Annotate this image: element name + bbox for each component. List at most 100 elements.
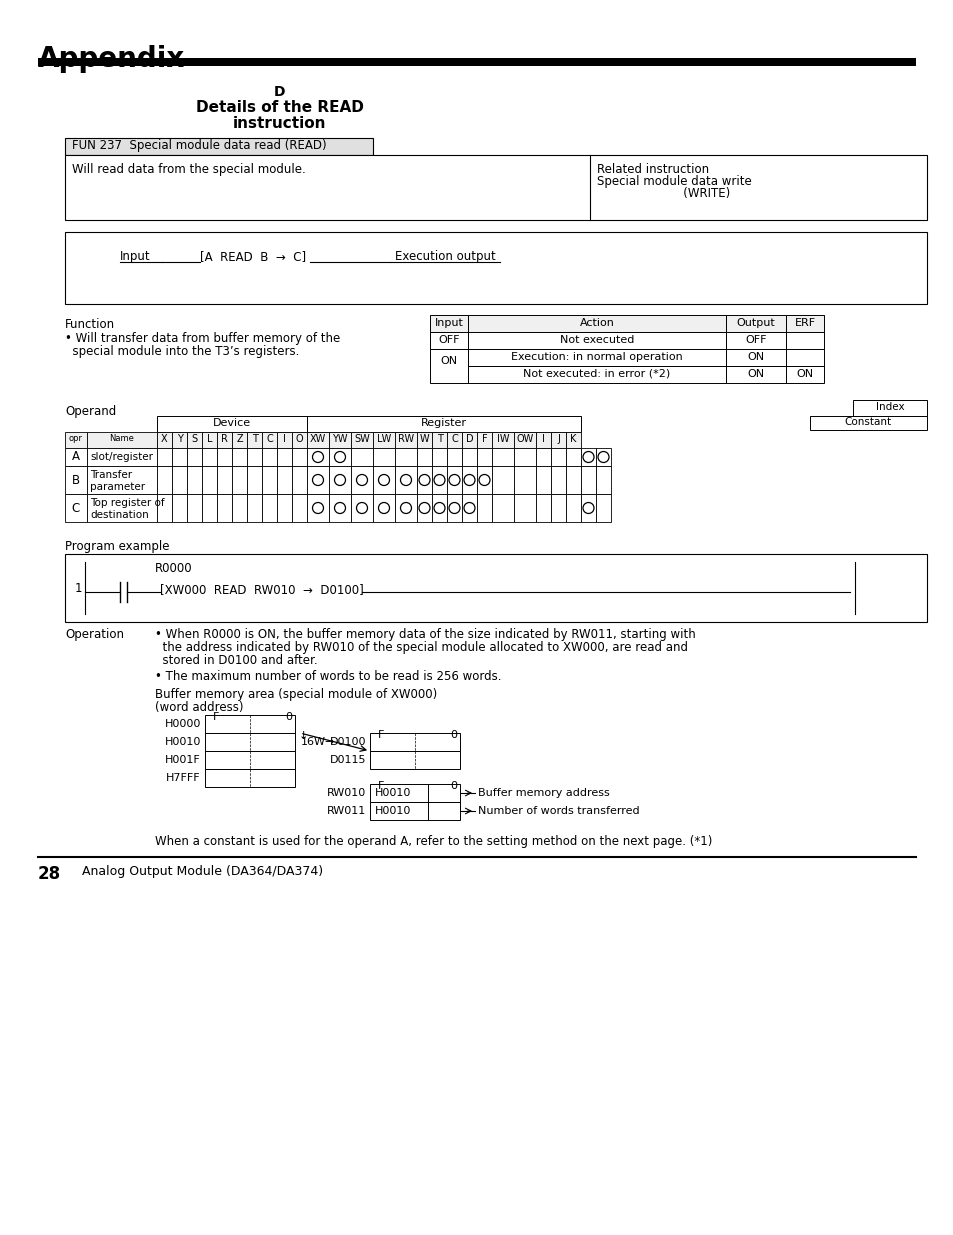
Bar (447, 494, 461, 522)
Bar (262, 432, 276, 448)
Bar (307, 494, 329, 522)
Bar (65, 494, 87, 522)
Bar (276, 466, 292, 494)
Bar (476, 448, 492, 466)
Bar (514, 494, 536, 522)
Text: • When R0000 is ON, the buffer memory data of the size indicated by RW011, start: • When R0000 is ON, the buffer memory da… (154, 629, 695, 641)
Bar (232, 448, 247, 466)
Text: Name: Name (110, 433, 134, 443)
Bar (187, 448, 202, 466)
Text: Will read data from the special module.: Will read data from the special module. (71, 163, 305, 177)
Bar (432, 448, 447, 466)
Text: SW: SW (354, 433, 370, 445)
Text: Buffer memory address: Buffer memory address (477, 788, 609, 798)
Bar (551, 432, 565, 448)
Text: 0: 0 (285, 713, 292, 722)
Text: Not executed: in error (*2): Not executed: in error (*2) (523, 369, 670, 379)
Bar (351, 448, 373, 466)
Bar (292, 448, 307, 466)
Text: Special module data write: Special module data write (597, 175, 751, 188)
Bar (432, 432, 447, 448)
Bar (596, 448, 610, 466)
Bar (492, 448, 514, 466)
Bar (551, 494, 565, 522)
Bar (447, 466, 461, 494)
Bar (430, 315, 468, 332)
Bar (65, 232, 926, 304)
Text: Operation: Operation (65, 629, 124, 641)
Bar (292, 466, 307, 494)
Bar (580, 448, 596, 466)
Text: Analog Output Module (DA364/DA374): Analog Output Module (DA364/DA374) (82, 864, 323, 878)
Bar (87, 432, 157, 448)
Text: Execution output: Execution output (395, 249, 496, 263)
Bar (157, 432, 172, 448)
Text: 1: 1 (75, 582, 82, 595)
Bar (187, 432, 202, 448)
Text: H7FFF: H7FFF (166, 773, 201, 783)
Text: Operand: Operand (65, 405, 116, 417)
Bar (416, 432, 432, 448)
Bar (461, 466, 476, 494)
Text: RW: RW (397, 433, 414, 445)
Text: K: K (570, 433, 576, 445)
Text: OW: OW (516, 433, 533, 445)
Bar (373, 494, 395, 522)
Bar (461, 448, 476, 466)
Text: T: T (436, 433, 442, 445)
Text: F: F (481, 433, 487, 445)
Bar (157, 466, 172, 494)
Text: Details of the READ: Details of the READ (196, 100, 363, 115)
Text: J: J (557, 433, 559, 445)
Bar (565, 432, 580, 448)
Text: W: W (419, 433, 429, 445)
Bar (329, 432, 351, 448)
Text: H0010: H0010 (165, 737, 201, 747)
Text: A: A (71, 451, 80, 463)
Text: (word address): (word address) (154, 701, 243, 714)
Text: • The maximum number of words to be read is 256 words.: • The maximum number of words to be read… (154, 671, 501, 683)
Bar (395, 466, 416, 494)
Bar (461, 494, 476, 522)
Bar (292, 494, 307, 522)
Bar (373, 466, 395, 494)
Bar (476, 494, 492, 522)
Bar (492, 494, 514, 522)
Bar (536, 432, 551, 448)
Text: [A  READ  B  →  C]: [A READ B → C] (200, 249, 306, 263)
Bar (785, 315, 823, 332)
Bar (205, 734, 294, 751)
Bar (65, 466, 87, 494)
Bar (370, 784, 459, 802)
Text: X: X (161, 433, 168, 445)
Text: Number of words transferred: Number of words transferred (477, 806, 639, 816)
Bar (565, 494, 580, 522)
Bar (262, 448, 276, 466)
Text: special module into the T3’s registers.: special module into the T3’s registers. (65, 345, 299, 358)
Bar (370, 751, 459, 769)
Text: Z: Z (236, 433, 243, 445)
Bar (202, 432, 216, 448)
Text: Buffer memory area (special module of XW000): Buffer memory area (special module of XW… (154, 688, 436, 701)
Text: XW: XW (310, 433, 326, 445)
Bar (476, 466, 492, 494)
Bar (416, 494, 432, 522)
Text: ↓: ↓ (298, 731, 308, 741)
Text: I: I (541, 433, 544, 445)
Bar (65, 448, 87, 466)
Bar (172, 466, 187, 494)
Bar (38, 58, 915, 65)
Text: Device: Device (213, 417, 251, 429)
Bar (65, 555, 926, 622)
Text: YW: YW (332, 433, 348, 445)
Bar (580, 494, 596, 522)
Text: C: C (451, 433, 457, 445)
Bar (725, 350, 785, 366)
Bar (329, 494, 351, 522)
Text: instruction: instruction (233, 116, 327, 131)
Bar (468, 315, 725, 332)
Bar (395, 432, 416, 448)
Bar (172, 432, 187, 448)
Text: the address indicated by RW010 of the special module allocated to XW000, are rea: the address indicated by RW010 of the sp… (154, 641, 687, 655)
Bar (276, 432, 292, 448)
